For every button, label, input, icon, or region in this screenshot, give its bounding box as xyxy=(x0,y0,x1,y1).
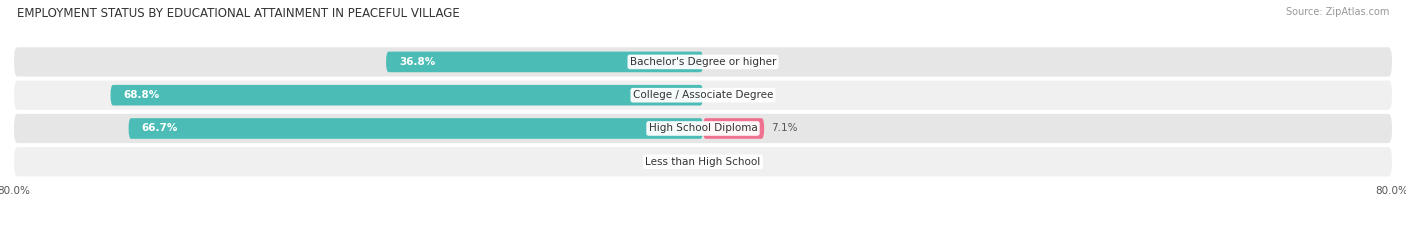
FancyBboxPatch shape xyxy=(387,51,703,72)
Text: 0.0%: 0.0% xyxy=(716,57,742,67)
Text: 7.1%: 7.1% xyxy=(770,123,797,134)
Text: 0.0%: 0.0% xyxy=(664,157,690,167)
FancyBboxPatch shape xyxy=(14,81,1392,110)
Text: Source: ZipAtlas.com: Source: ZipAtlas.com xyxy=(1285,7,1389,17)
Text: 66.7%: 66.7% xyxy=(142,123,179,134)
FancyBboxPatch shape xyxy=(703,118,763,139)
Text: Less than High School: Less than High School xyxy=(645,157,761,167)
FancyBboxPatch shape xyxy=(14,47,1392,77)
Text: 0.0%: 0.0% xyxy=(716,157,742,167)
FancyBboxPatch shape xyxy=(14,147,1392,176)
Text: High School Diploma: High School Diploma xyxy=(648,123,758,134)
Text: 0.0%: 0.0% xyxy=(716,90,742,100)
FancyBboxPatch shape xyxy=(128,118,703,139)
FancyBboxPatch shape xyxy=(14,114,1392,143)
Text: Bachelor's Degree or higher: Bachelor's Degree or higher xyxy=(630,57,776,67)
FancyBboxPatch shape xyxy=(111,85,703,106)
Text: EMPLOYMENT STATUS BY EDUCATIONAL ATTAINMENT IN PEACEFUL VILLAGE: EMPLOYMENT STATUS BY EDUCATIONAL ATTAINM… xyxy=(17,7,460,20)
Text: College / Associate Degree: College / Associate Degree xyxy=(633,90,773,100)
Text: 68.8%: 68.8% xyxy=(124,90,160,100)
Text: 36.8%: 36.8% xyxy=(399,57,436,67)
